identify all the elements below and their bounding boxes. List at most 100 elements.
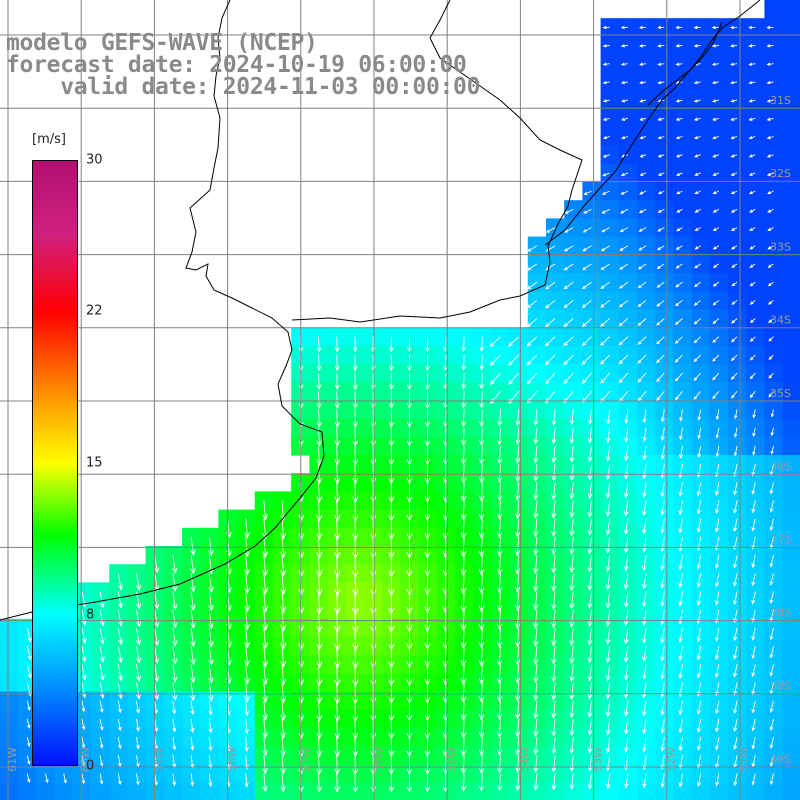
wind-arrow	[406, 409, 413, 428]
wind-cell	[691, 109, 711, 128]
wind-arrow	[514, 609, 521, 630]
wind-arrow	[623, 555, 629, 572]
wind-cell	[728, 163, 747, 183]
wind-arrow	[514, 500, 521, 520]
wind-arrow	[730, 117, 738, 121]
wind-arrow	[769, 500, 774, 513]
wind-arrow	[657, 154, 665, 158]
wind-arrow	[693, 299, 701, 306]
lat-label: 31S	[770, 94, 791, 107]
wind-arrow	[751, 555, 756, 569]
wind-cell	[637, 18, 656, 37]
wind-arrow	[190, 573, 196, 593]
wind-arrow	[478, 682, 485, 703]
wind-cell	[618, 91, 638, 110]
lon-label: 60W	[79, 747, 92, 772]
wind-arrow	[334, 755, 341, 776]
wind-cell	[746, 18, 765, 37]
wind-cell	[782, 618, 800, 638]
wind-cell	[746, 236, 765, 256]
wind-arrow	[748, 135, 756, 140]
wind-arrow	[190, 755, 195, 769]
wind-arrow	[766, 99, 774, 103]
wind-cell	[782, 364, 800, 383]
wind-arrow	[587, 445, 593, 463]
wind-arrow	[730, 62, 738, 66]
wind-arrow	[460, 718, 467, 739]
wind-cell	[782, 455, 800, 474]
wind-arrow	[605, 700, 611, 718]
wind-arrow	[693, 336, 702, 344]
wind-arrow	[533, 427, 539, 445]
wind-arrow	[770, 427, 774, 437]
wind-arrow	[496, 464, 503, 483]
wind-arrow	[515, 737, 521, 756]
wind-arrow	[526, 299, 538, 309]
wind-arrow	[551, 682, 557, 701]
wind-arrow	[602, 99, 610, 103]
wind-cell	[527, 236, 547, 256]
wind-arrow	[752, 409, 756, 419]
wind-arrow	[280, 737, 286, 757]
wind-arrow	[730, 208, 738, 213]
lon-label: 53W	[592, 747, 605, 772]
wind-arrow	[545, 227, 556, 233]
wind-arrow	[117, 682, 123, 700]
wind-arrow	[769, 755, 774, 768]
wind-arrow	[733, 445, 738, 457]
wind-arrow	[623, 682, 629, 699]
wind-arrow	[262, 609, 269, 632]
wind-arrow	[602, 62, 610, 66]
wind-arrow	[280, 518, 287, 540]
wind-arrow	[694, 154, 701, 158]
wind-cell	[600, 72, 620, 92]
wind-arrow	[81, 627, 87, 645]
wind-arrow	[731, 281, 738, 287]
wind-arrow	[674, 318, 683, 326]
wind-arrow	[117, 773, 122, 786]
wind-arrow	[551, 627, 557, 647]
wind-arrow	[262, 500, 269, 521]
wind-arrow	[678, 737, 683, 752]
wind-arrow	[624, 409, 629, 425]
wind-arrow	[751, 700, 756, 714]
wind-arrow	[334, 336, 340, 353]
wind-arrow	[693, 25, 701, 30]
wind-arrow	[478, 591, 485, 613]
wind-arrow	[352, 555, 359, 578]
wind-arrow	[600, 372, 611, 384]
wind-arrow	[478, 536, 485, 558]
wind-arrow	[623, 609, 629, 627]
wind-arrow	[656, 299, 665, 307]
wind-arrow	[496, 573, 503, 594]
wind-cell	[691, 782, 711, 800]
wind-arrow	[660, 627, 665, 644]
wind-arrow	[767, 281, 774, 287]
wind-cell	[637, 54, 656, 74]
wind-arrow	[496, 609, 503, 630]
wind-arrow	[730, 80, 738, 85]
wind-cell	[728, 782, 747, 800]
wind-arrow	[657, 25, 665, 30]
wind-arrow	[582, 208, 592, 214]
wind-arrow	[620, 172, 629, 177]
wind-cell	[618, 309, 638, 329]
wind-arrow	[460, 518, 467, 540]
wind-cell	[728, 182, 747, 201]
wind-arrow	[660, 536, 665, 553]
wind-arrow	[748, 117, 756, 121]
wind-arrow	[769, 627, 774, 641]
wind-arrow	[496, 555, 503, 576]
wind-arrow	[748, 62, 756, 66]
wind-cell	[709, 36, 729, 56]
wind-arrow	[731, 263, 738, 268]
wind-arrow	[352, 773, 359, 793]
wind-arrow	[621, 135, 629, 140]
wind-arrow	[316, 773, 322, 793]
wind-arrow	[244, 718, 250, 735]
wind-arrow	[693, 372, 702, 382]
wind-arrow	[352, 664, 359, 687]
wind-arrow	[262, 555, 269, 577]
wind-arrow	[769, 518, 774, 532]
